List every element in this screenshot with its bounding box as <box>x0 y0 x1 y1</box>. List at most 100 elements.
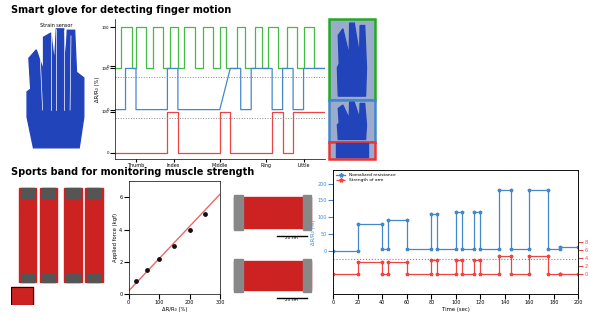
Nomalized resistance <box>556 245 563 249</box>
Strength of arm <box>453 258 460 262</box>
Line: Nomalized resistance: Nomalized resistance <box>332 189 580 252</box>
Y-axis label: Applied force (kgf): Applied force (kgf) <box>113 213 118 262</box>
Bar <box>234 195 243 230</box>
Nomalized resistance <box>434 247 441 251</box>
Strength of arm <box>428 258 435 262</box>
Bar <box>40 188 57 282</box>
Nomalized resistance <box>495 188 502 192</box>
Bar <box>234 259 243 292</box>
Text: Smart glove for detecting finger motion: Smart glove for detecting finger motion <box>11 5 231 15</box>
Nomalized resistance <box>385 218 392 222</box>
Nomalized resistance <box>453 210 460 214</box>
Nomalized resistance <box>544 188 551 192</box>
Nomalized resistance <box>404 247 411 251</box>
Bar <box>87 274 100 282</box>
Strength of arm <box>434 272 441 276</box>
Strength of arm <box>526 254 533 258</box>
Strength of arm <box>385 260 392 264</box>
Bar <box>87 188 100 198</box>
Strength of arm <box>458 258 466 262</box>
Bar <box>21 274 34 282</box>
Nomalized resistance <box>453 247 460 251</box>
Bar <box>21 188 34 198</box>
Strength of arm <box>507 254 514 258</box>
Text: Strain sensor: Strain sensor <box>40 23 73 28</box>
Nomalized resistance <box>471 247 478 251</box>
X-axis label: ΔR/R₀ (%): ΔR/R₀ (%) <box>162 307 187 312</box>
Bar <box>41 188 55 198</box>
Point <box>142 267 152 273</box>
Strength of arm <box>544 272 551 276</box>
Polygon shape <box>27 29 84 148</box>
Nomalized resistance <box>575 245 582 249</box>
Strength of arm <box>471 258 478 262</box>
Strength of arm <box>354 260 361 264</box>
Polygon shape <box>337 102 366 139</box>
Nomalized resistance <box>471 210 478 214</box>
Text: 20 cm: 20 cm <box>285 236 298 240</box>
Bar <box>11 287 33 305</box>
Point <box>155 256 164 261</box>
Bar <box>11 287 33 305</box>
Y-axis label: ΔR/R₀ (%): ΔR/R₀ (%) <box>312 219 316 245</box>
Bar <box>41 274 55 282</box>
Nomalized resistance <box>507 247 514 251</box>
Strength of arm <box>379 272 386 276</box>
Strength of arm <box>507 272 514 276</box>
Bar <box>64 188 82 282</box>
Strength of arm <box>477 258 484 262</box>
Nomalized resistance <box>428 247 435 251</box>
Nomalized resistance <box>458 210 466 214</box>
Nomalized resistance <box>330 249 337 252</box>
Bar <box>66 274 80 282</box>
Strength of arm <box>330 272 337 276</box>
Nomalized resistance <box>385 247 392 251</box>
Polygon shape <box>337 23 366 96</box>
Nomalized resistance <box>354 249 361 252</box>
Nomalized resistance <box>458 247 466 251</box>
Polygon shape <box>336 143 368 157</box>
Nomalized resistance <box>544 247 551 251</box>
Bar <box>234 260 312 290</box>
Nomalized resistance <box>507 188 514 192</box>
Strength of arm <box>556 272 563 276</box>
Nomalized resistance <box>526 247 533 251</box>
Legend: Nomalized resistance, Strength of arm: Nomalized resistance, Strength of arm <box>336 172 396 183</box>
Bar <box>234 197 312 228</box>
Nomalized resistance <box>354 222 361 226</box>
Line: Strength of arm: Strength of arm <box>332 254 580 276</box>
Text: Sports band for monitoring muscle strength: Sports band for monitoring muscle streng… <box>11 167 254 177</box>
Strength of arm <box>404 260 411 264</box>
Nomalized resistance <box>556 247 563 251</box>
Nomalized resistance <box>379 247 386 251</box>
Bar <box>19 188 37 282</box>
Nomalized resistance <box>404 218 411 222</box>
Nomalized resistance <box>526 188 533 192</box>
Strength of arm <box>453 272 460 276</box>
Text: 20 cm: 20 cm <box>285 298 298 302</box>
Point <box>185 227 194 232</box>
Strength of arm <box>544 254 551 258</box>
Strength of arm <box>495 272 502 276</box>
Nomalized resistance <box>434 212 441 216</box>
Strength of arm <box>495 254 502 258</box>
Strength of arm <box>434 258 441 262</box>
Strength of arm <box>556 272 563 276</box>
Nomalized resistance <box>477 210 484 214</box>
X-axis label: Time (sec): Time (sec) <box>442 307 470 312</box>
Strength of arm <box>575 272 582 276</box>
Strength of arm <box>477 272 484 276</box>
Nomalized resistance <box>379 222 386 226</box>
Point <box>132 279 141 284</box>
Y-axis label: ΔR/R₀ (%): ΔR/R₀ (%) <box>95 76 100 102</box>
Bar <box>66 188 80 198</box>
Bar <box>303 259 312 292</box>
Strength of arm <box>526 272 533 276</box>
Nomalized resistance <box>495 247 502 251</box>
Point <box>200 211 209 216</box>
Nomalized resistance <box>477 247 484 251</box>
Strength of arm <box>471 272 478 276</box>
Strength of arm <box>379 260 386 264</box>
Strength of arm <box>458 272 466 276</box>
Strength of arm <box>404 272 411 276</box>
